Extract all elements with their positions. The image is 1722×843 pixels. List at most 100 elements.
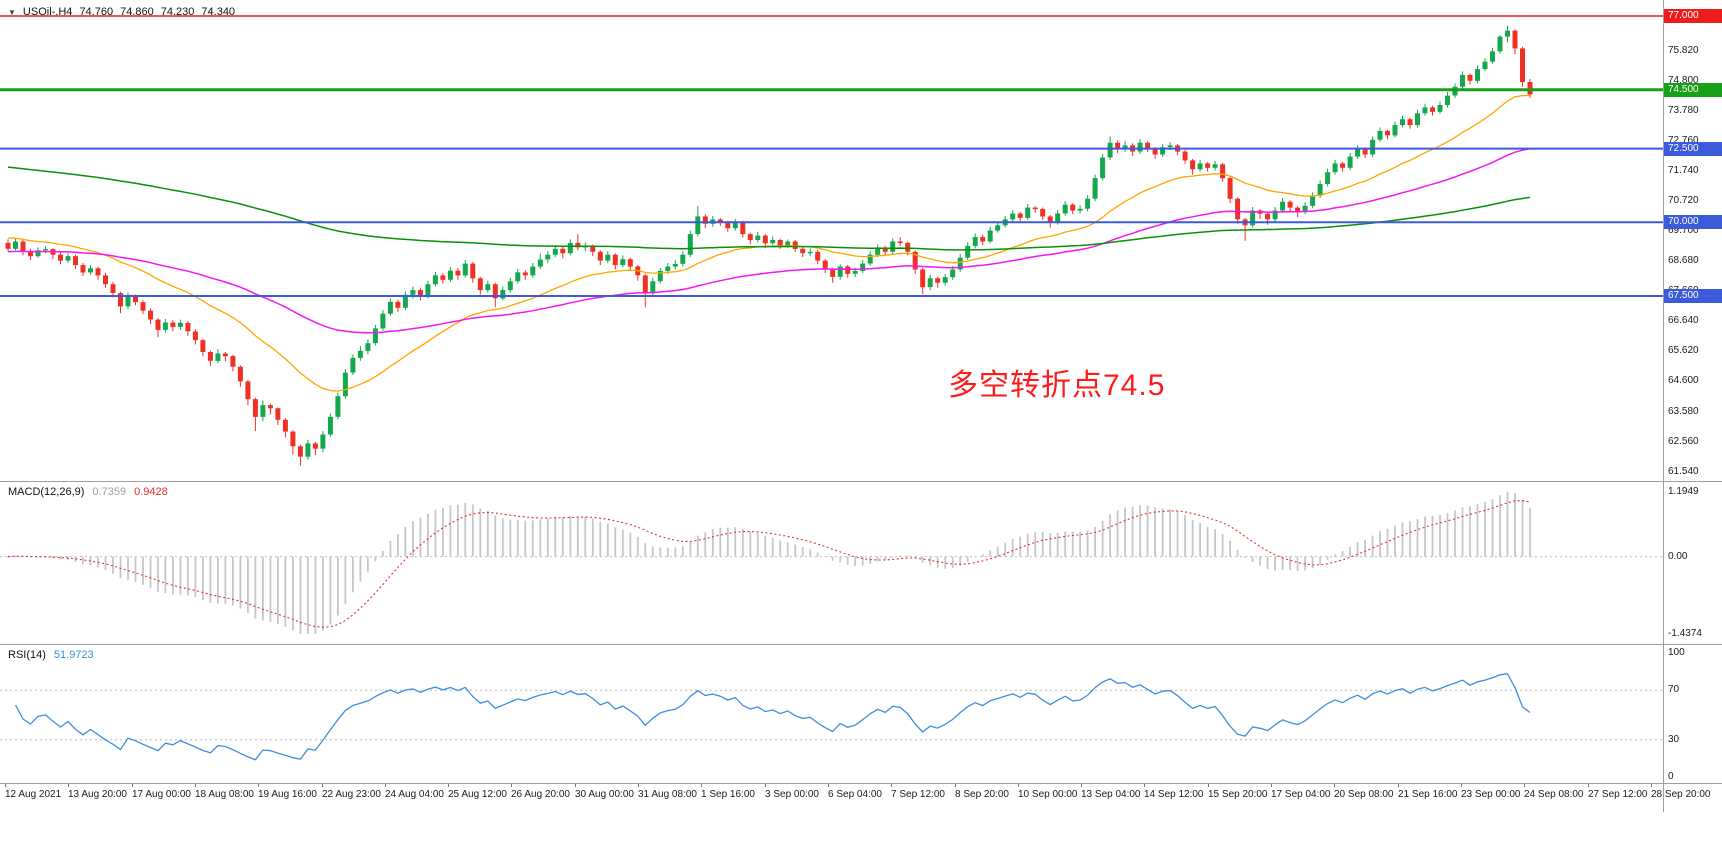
time-axis-label: 10 Sep 00:00 (1018, 789, 1078, 800)
rsi-line (14, 673, 1531, 761)
time-tick (575, 784, 576, 787)
price-tick-label: 63.580 (1668, 406, 1699, 417)
time-axis-label: 18 Aug 08:00 (195, 789, 254, 800)
time-axis-label: 24 Sep 08:00 (1524, 789, 1584, 800)
rsi-name: RSI(14) (8, 649, 46, 661)
time-tick (195, 784, 196, 787)
time-axis-label: 27 Sep 12:00 (1588, 789, 1648, 800)
time-tick (1081, 784, 1082, 787)
ohlc-high: 74.860 (120, 6, 154, 18)
time-axis-label: 1 Sep 16:00 (701, 789, 755, 800)
time-tick (1208, 784, 1209, 787)
time-tick (955, 784, 956, 787)
price-tick-label: 72.760 (1668, 135, 1699, 146)
time-tick (1271, 784, 1272, 787)
time-axis[interactable]: 12 Aug 2021 13 Aug 20:00 17 Aug 00:00 18 Au… (0, 784, 1722, 812)
time-axis-label: 19 Aug 16:00 (258, 789, 317, 800)
price-tick-label: 71.740 (1668, 165, 1699, 176)
time-axis-label: 20 Sep 08:00 (1334, 789, 1394, 800)
panel-separator (0, 644, 1722, 645)
rsi-axis-label: 100 (1668, 647, 1685, 658)
price-line-badge: 72.500 (1664, 142, 1722, 156)
ma-line-fast (7, 94, 1531, 392)
rsi-axis-label: 30 (1668, 734, 1680, 745)
macd-axis-label: 0.00 (1668, 551, 1688, 562)
time-tick (1144, 784, 1145, 787)
price-tick-label: 74.800 (1668, 75, 1699, 86)
time-axis-label: 17 Sep 04:00 (1271, 789, 1331, 800)
time-tick (385, 784, 386, 787)
price-line-badge: 70.000 (1664, 215, 1722, 229)
macd-indicator-label: MACD(12,26,9) 0.7359 0.9428 (8, 486, 168, 498)
time-tick (258, 784, 259, 787)
time-axis-label: 25 Aug 12:00 (448, 789, 507, 800)
time-tick (638, 784, 639, 787)
time-tick (828, 784, 829, 787)
price-tick-label: 61.540 (1668, 466, 1699, 477)
time-axis-label: 30 Aug 00:00 (575, 789, 634, 800)
time-axis-label: 3 Sep 00:00 (765, 789, 819, 800)
time-tick (448, 784, 449, 787)
price-tick-label: 70.720 (1668, 195, 1699, 206)
time-axis-label: 24 Aug 04:00 (385, 789, 444, 800)
ohlc-low: 74.230 (160, 6, 195, 18)
price-chart-canvas[interactable] (0, 0, 1663, 481)
time-axis-label: 15 Sep 20:00 (1208, 789, 1268, 800)
rsi-axis-label: 0 (1668, 771, 1674, 782)
price-tick-label: 68.680 (1668, 255, 1699, 266)
price-tick-label: 75.820 (1668, 45, 1699, 56)
price-line-badge: 77.000 (1664, 9, 1722, 23)
rsi-indicator-label: RSI(14) 51.9723 (8, 649, 94, 661)
time-axis-label: 6 Sep 04:00 (828, 789, 882, 800)
ma-line-slow (7, 166, 1531, 251)
time-tick (765, 784, 766, 787)
time-axis-label: 13 Sep 04:00 (1081, 789, 1141, 800)
macd-histogram (7, 492, 1531, 634)
macd-name: MACD(12,26,9) (8, 486, 85, 498)
time-axis-label: 23 Sep 00:00 (1461, 789, 1521, 800)
time-axis-label: 22 Aug 23:00 (322, 789, 381, 800)
chart-collapse-icon[interactable]: ▼ (8, 7, 16, 17)
macd-main-value: 0.7359 (92, 486, 127, 498)
time-tick (701, 784, 702, 787)
time-tick (1398, 784, 1399, 787)
panel-separator (0, 783, 1722, 784)
panel-separator (0, 481, 1722, 482)
macd-signal-value: 0.9428 (134, 486, 168, 498)
time-tick (1334, 784, 1335, 787)
price-tick-label: 62.560 (1668, 436, 1699, 447)
time-axis-label: 31 Aug 08:00 (638, 789, 697, 800)
symbol-info-bar: ▼ USOil-.H4 74.760 74.860 74.230 74.340 (8, 6, 235, 18)
price-tick-label: 64.600 (1668, 375, 1699, 386)
time-tick (322, 784, 323, 787)
time-tick (511, 784, 512, 787)
ohlc-open: 74.760 (79, 6, 114, 18)
price-tick-label: 65.620 (1668, 345, 1699, 356)
time-tick (1461, 784, 1462, 787)
time-axis-label: 12 Aug 2021 (5, 789, 62, 800)
rsi-axis-label: 70 (1668, 684, 1680, 695)
time-tick (68, 784, 69, 787)
macd-chart-canvas[interactable] (0, 482, 1663, 644)
time-tick (891, 784, 892, 787)
macd-signal-line (7, 500, 1531, 628)
macd-axis-label: -1.4374 (1668, 628, 1702, 639)
price-line-badge: 67.500 (1664, 289, 1722, 303)
time-axis-label: 21 Sep 16:00 (1398, 789, 1458, 800)
chart-annotation-text[interactable]: 多空转折点74.5 (948, 369, 1166, 402)
price-tick-label: 73.780 (1668, 105, 1699, 116)
time-axis-label: 28 Sep 20:00 (1651, 789, 1711, 800)
time-axis-label: 13 Aug 20:00 (68, 789, 127, 800)
time-tick (1651, 784, 1652, 787)
time-tick (1588, 784, 1589, 787)
macd-axis-label: 1.1949 (1668, 486, 1699, 497)
time-axis-label: 7 Sep 12:00 (891, 789, 945, 800)
price-tick-label: 69.700 (1668, 225, 1699, 236)
ma-line-mid (7, 147, 1531, 334)
price-tick-label: 66.640 (1668, 315, 1699, 326)
rsi-value: 51.9723 (53, 649, 94, 661)
price-axis[interactable]: 75.820 74.800 73.780 72.760 71.740 70.720 69.7… (1663, 0, 1722, 812)
time-axis-label: 26 Aug 20:00 (511, 789, 570, 800)
rsi-chart-canvas[interactable] (0, 645, 1663, 783)
